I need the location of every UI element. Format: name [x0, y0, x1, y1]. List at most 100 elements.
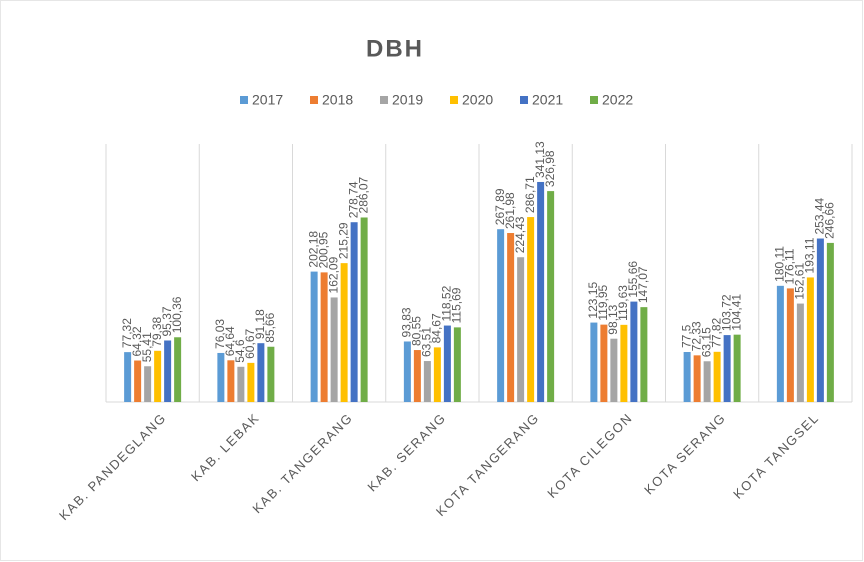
data-label: 155,66: [626, 261, 640, 298]
legend-swatch: [520, 96, 528, 104]
bar: [826, 242, 834, 402]
bar: [227, 360, 235, 402]
bar: [600, 324, 608, 402]
data-label: 85,66: [263, 312, 277, 342]
data-label: 104,41: [729, 294, 743, 331]
bar: [360, 217, 368, 402]
bar: [610, 338, 618, 402]
bar: [413, 350, 421, 402]
bar: [620, 324, 628, 402]
bar: [786, 288, 794, 402]
bar: [683, 352, 691, 402]
data-label: 54,6: [233, 339, 247, 363]
legend-swatch: [590, 96, 598, 104]
data-label: 119,63: [616, 285, 630, 321]
bar: [330, 297, 338, 402]
bar: [453, 327, 461, 402]
bar: [547, 191, 555, 402]
x-tick-label: KOTA CILEGON: [544, 410, 635, 501]
legend-label: 2018: [322, 92, 353, 108]
data-label: 76,03: [213, 319, 227, 349]
data-label: 200,95: [316, 231, 330, 268]
data-label: 63,51: [420, 327, 434, 357]
bar: [590, 322, 598, 402]
bar: [350, 222, 358, 402]
x-tick-label: KOTA SERANG: [641, 410, 728, 497]
data-label: 176,11: [783, 248, 797, 284]
data-label: 267,89: [493, 188, 507, 225]
bar: [443, 325, 451, 402]
x-tick-label: KAB. SERANG: [364, 410, 449, 495]
data-label: 341,13: [533, 141, 547, 178]
data-label: 193,11: [803, 237, 817, 273]
bar: [433, 347, 441, 402]
data-label: 91,18: [253, 309, 267, 339]
bar: [174, 337, 182, 402]
data-label: 95,37: [160, 306, 174, 336]
data-label: 115,69: [450, 287, 464, 323]
bar: [423, 361, 431, 402]
bar: [247, 362, 255, 402]
bar: [257, 343, 265, 402]
data-label: 100,36: [170, 296, 184, 333]
legend-swatch: [450, 96, 458, 104]
data-label: 64,32: [130, 326, 144, 356]
x-tick-label: KOTA TANGERANG: [433, 410, 542, 519]
bar: [630, 301, 638, 402]
data-label: 162,09: [326, 256, 340, 293]
data-label: 98,13: [606, 304, 620, 334]
data-label: 147,07: [636, 266, 650, 303]
data-label: 103,72: [719, 294, 733, 331]
data-label: 77,5: [679, 324, 693, 348]
bar: [124, 352, 132, 402]
bar: [320, 272, 328, 402]
data-label: 286,71: [523, 176, 537, 213]
x-tick-label: KAB. PANDEGLANG: [56, 410, 169, 523]
bar: [733, 334, 741, 402]
bar: [527, 217, 535, 402]
bar: [237, 366, 245, 402]
bar: [537, 181, 545, 402]
legend-label: 2017: [252, 92, 283, 108]
data-label: 79,38: [150, 316, 164, 346]
data-label: 246,66: [823, 202, 837, 239]
data-label: 63,15: [699, 327, 713, 357]
bar: [517, 257, 525, 402]
legend-swatch: [310, 96, 318, 104]
chart-title: DBH: [366, 35, 424, 62]
x-tick-label: KAB. TANGERANG: [249, 410, 355, 516]
bar: [497, 229, 505, 402]
data-label: 261,98: [503, 192, 517, 229]
bar: [134, 360, 142, 402]
bar: [806, 277, 814, 402]
legend-label: 2019: [392, 92, 423, 108]
bar: [507, 233, 515, 402]
data-label: 80,55: [410, 316, 424, 346]
data-label: 64,64: [223, 326, 237, 356]
data-label: 72,33: [689, 321, 703, 351]
bar: [640, 307, 648, 402]
legend-label: 2020: [462, 92, 493, 108]
bar: [403, 341, 411, 402]
bar: [144, 366, 152, 402]
data-label: 224,43: [513, 216, 527, 253]
data-label: 60,67: [243, 329, 257, 359]
data-label: 202,18: [306, 231, 320, 268]
data-label: 215,29: [336, 222, 350, 259]
bar: [776, 285, 784, 402]
legend-swatch: [380, 96, 388, 104]
bar: [723, 335, 731, 402]
data-label: 93,83: [400, 307, 414, 337]
data-label: 152,61: [793, 263, 807, 300]
data-label: 180,11: [773, 246, 787, 282]
bar: [703, 361, 711, 402]
bar: [164, 340, 172, 402]
data-label: 55,41: [140, 332, 154, 362]
data-label: 278,74: [346, 181, 360, 218]
data-label: 123,15: [586, 282, 600, 319]
bar: [310, 271, 318, 402]
data-label: 84,67: [430, 313, 444, 343]
data-label: 77,32: [120, 318, 134, 348]
